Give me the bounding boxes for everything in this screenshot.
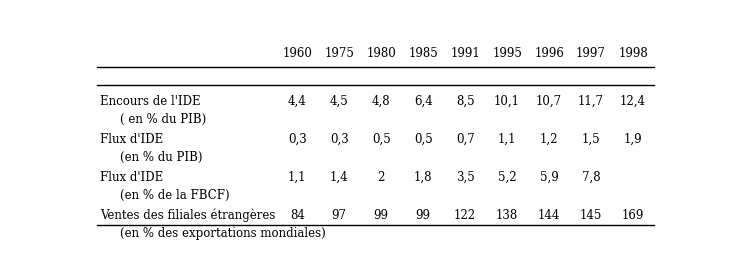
- Text: 7,8: 7,8: [582, 171, 600, 184]
- Text: 1995: 1995: [492, 47, 522, 60]
- Text: Encours de l'IDE: Encours de l'IDE: [100, 95, 201, 108]
- Text: 1997: 1997: [576, 47, 606, 60]
- Text: 1985: 1985: [408, 47, 438, 60]
- Text: 1998: 1998: [618, 47, 648, 60]
- Text: 0,3: 0,3: [288, 133, 306, 146]
- Text: 1,4: 1,4: [330, 171, 348, 184]
- Text: (en % du PIB): (en % du PIB): [120, 151, 202, 164]
- Text: 122: 122: [454, 208, 476, 221]
- Text: 10,1: 10,1: [494, 95, 520, 108]
- Text: 10,7: 10,7: [536, 95, 562, 108]
- Text: 4,5: 4,5: [330, 95, 349, 108]
- Text: Flux d'IDE: Flux d'IDE: [100, 133, 163, 146]
- Text: 1960: 1960: [282, 47, 312, 60]
- Text: 3,5: 3,5: [456, 171, 474, 184]
- Text: 0,5: 0,5: [372, 133, 391, 146]
- Text: 4,4: 4,4: [288, 95, 306, 108]
- Text: (en % des exportations mondiales): (en % des exportations mondiales): [120, 227, 325, 240]
- Text: 1991: 1991: [450, 47, 480, 60]
- Text: 1,1: 1,1: [498, 133, 516, 146]
- Text: 12,4: 12,4: [620, 95, 646, 108]
- Text: 97: 97: [332, 208, 347, 221]
- Text: 84: 84: [290, 208, 305, 221]
- Text: 0,7: 0,7: [456, 133, 474, 146]
- Text: 1,5: 1,5: [582, 133, 600, 146]
- Text: 1,9: 1,9: [624, 133, 642, 146]
- Text: 2: 2: [377, 171, 385, 184]
- Text: (en % de la FBCF): (en % de la FBCF): [120, 189, 229, 202]
- Text: 0,3: 0,3: [330, 133, 349, 146]
- Text: 145: 145: [580, 208, 603, 221]
- Text: 169: 169: [622, 208, 644, 221]
- Text: 1,8: 1,8: [414, 171, 432, 184]
- Text: Ventes des filiales étrangères: Ventes des filiales étrangères: [100, 208, 276, 222]
- Text: 1975: 1975: [324, 47, 354, 60]
- Text: ( en % du PIB): ( en % du PIB): [120, 113, 206, 126]
- Text: 138: 138: [496, 208, 518, 221]
- Text: 99: 99: [416, 208, 431, 221]
- Text: 5,2: 5,2: [498, 171, 517, 184]
- Text: 1,2: 1,2: [539, 133, 559, 146]
- Text: Flux d'IDE: Flux d'IDE: [100, 171, 163, 184]
- Text: 1996: 1996: [534, 47, 564, 60]
- Text: 1,1: 1,1: [288, 171, 306, 184]
- Text: 11,7: 11,7: [578, 95, 604, 108]
- Text: 4,8: 4,8: [372, 95, 391, 108]
- Text: 8,5: 8,5: [456, 95, 474, 108]
- Text: 99: 99: [374, 208, 388, 221]
- Text: 5,9: 5,9: [539, 171, 559, 184]
- Text: 1980: 1980: [366, 47, 396, 60]
- Text: 0,5: 0,5: [414, 133, 432, 146]
- Text: 6,4: 6,4: [414, 95, 432, 108]
- Text: 144: 144: [538, 208, 560, 221]
